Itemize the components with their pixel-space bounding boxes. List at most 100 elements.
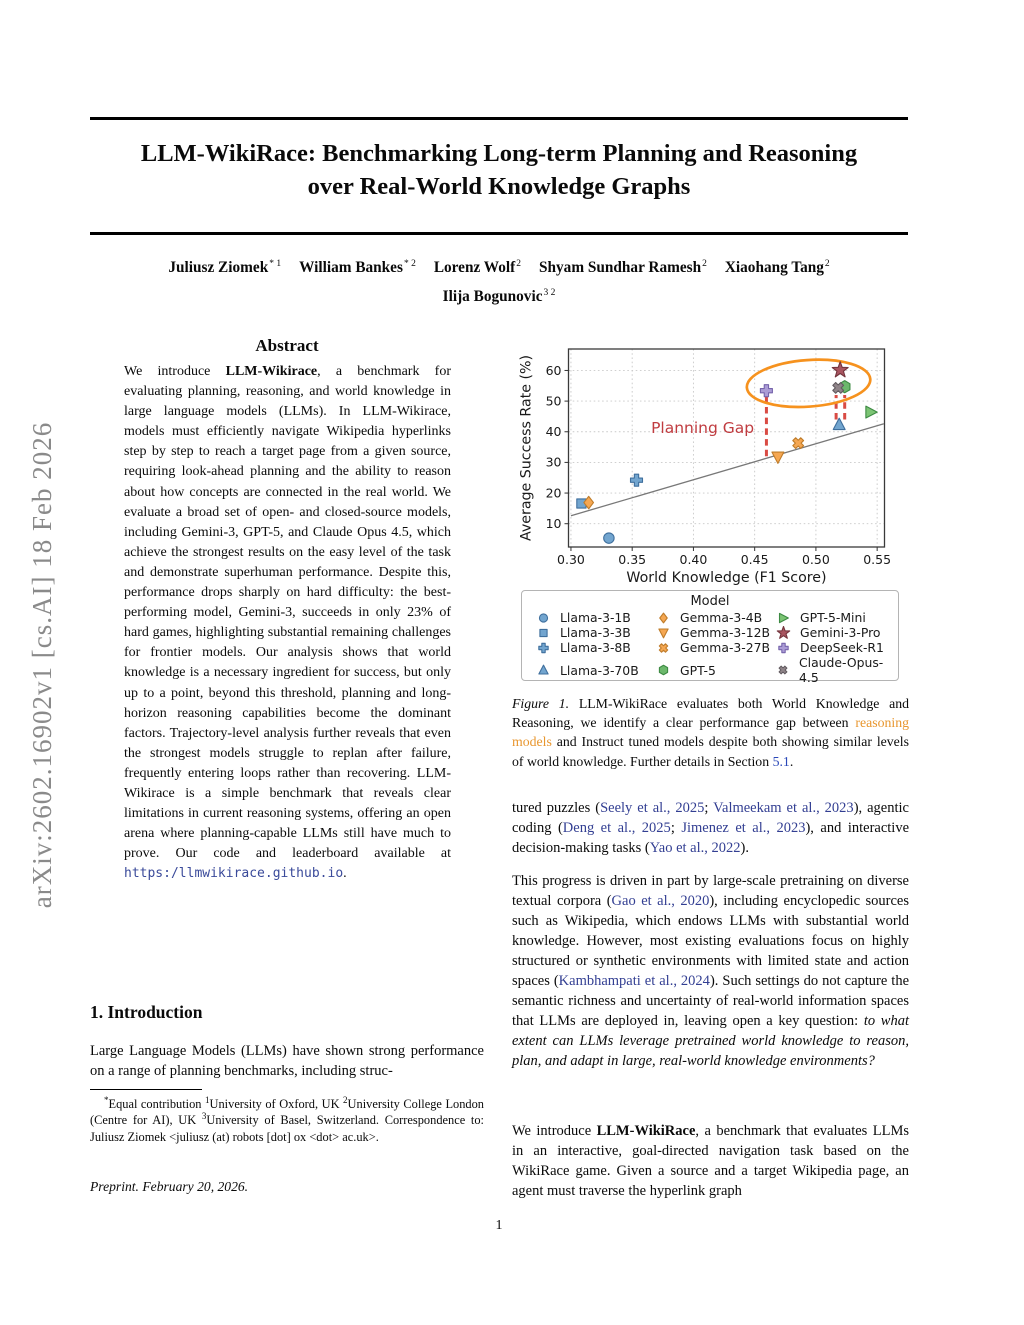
text-segment: ). [740, 840, 749, 856]
y-tick-label: 10 [546, 516, 562, 531]
legend-item-gemma-3-4b: Gemma-3-4B [656, 610, 776, 625]
text-segment: We introduce [124, 364, 226, 379]
x-filled-marker-icon [778, 665, 788, 675]
legend-label: Gemma-3-12B [680, 625, 771, 640]
arxiv-watermark: arXiv:2602.16902v1 [cs.AI] 18 Feb 2026 [27, 421, 57, 909]
text-segment: . [343, 866, 347, 882]
citation-link[interactable]: Yao et al., 2022 [649, 840, 741, 856]
body-paragraph-3: We introduce LLM-WikiRace, a benchmark t… [512, 1121, 909, 1201]
text-segment: tured puzzles ( [512, 800, 601, 816]
text-segment: Figure 1. [512, 696, 570, 711]
author-name: Lorenz Wolf2 [433, 259, 522, 277]
legend-label: Llama-3-70B [560, 662, 639, 678]
x-tick-label: 0.30 [557, 552, 585, 567]
legend-label: Llama-3-3B [560, 625, 631, 640]
triangle-up-marker-icon [538, 664, 549, 675]
legend-label: DeepSeek-R1 [800, 640, 884, 655]
legend-label: Gemma-3-27B [680, 640, 771, 655]
x-tick-label: 0.35 [618, 552, 646, 567]
point-llama-3-70b [832, 417, 846, 431]
legend-item-llama-3-70b: Llama-3-70B [536, 655, 656, 685]
point-gpt-5-mini [865, 405, 878, 419]
paper-title-line1: LLM-WikiRace: Benchmarking Long-term Pla… [140, 140, 858, 167]
x-tick-label: 0.50 [802, 552, 830, 567]
text-segment: , a benchmark that evaluates LLMs in an … [512, 1123, 909, 1199]
body-paragraph-2: This progress is driven in part by large… [512, 871, 909, 1071]
text-segment: LLM-Wikirace [225, 364, 318, 379]
legend-label: Claude-Opus-4.5 [799, 655, 884, 685]
text-segment: ), and interactive decision-making tasks… [512, 820, 910, 856]
citation-link[interactable]: Seely et al., 2025 [600, 800, 705, 816]
text-segment: ), agentic coding ( [512, 800, 909, 836]
y-tick-label: 40 [546, 424, 562, 439]
point-gemma-3-12b [771, 451, 785, 464]
right-column: 0.30 0.35 0.40 0.45 0.50 0.55 10 20 30 40 50 60 Worl… [512, 0, 909, 1325]
text-segment: , a benchmark for evaluating planning, r… [124, 364, 451, 862]
author-list-line2: Ilija Bogunovic3 2 [90, 288, 908, 306]
paper-title: LLM-WikiRace: Benchmarking Long-term Pla… [90, 138, 908, 203]
citation-link[interactable]: Valmeekam et al., 2023 [713, 800, 854, 816]
legend-title: Model [690, 594, 730, 609]
point-deepseek-r1 [759, 384, 773, 398]
author-name: William Bankes* 2 [299, 259, 416, 277]
left-column: Abstract We introduce LLM-Wikirace, a be… [90, 0, 484, 1325]
header-rule-top [90, 117, 908, 120]
text-segment: University of Basel, Switzerland. Corres… [90, 1113, 484, 1144]
page-number: 1 [495, 1218, 503, 1233]
legend-label: GPT-5 [680, 662, 716, 678]
citation-link[interactable]: Jimenez et al., 2023 [681, 820, 806, 836]
legend-grid: Llama-3-1B Llama-3-3B Llama-3-8B Llama-3-70… [522, 609, 898, 685]
text-segment: This progress is driven in part by large… [512, 873, 909, 909]
project-url-link[interactable]: https:/llmwikirace.github.io [124, 866, 344, 882]
text-segment: Large Language Models (LLMs) have shown … [90, 1043, 484, 1079]
hexagon-marker-icon [658, 664, 669, 676]
text-segment: ; [670, 820, 682, 836]
footnote-text: *Equal contribution 1University of Oxfor… [90, 1095, 484, 1145]
legend-label: Gemini-3-Pro [800, 625, 881, 640]
text-segment: and Instruct tuned models despite both s… [512, 734, 909, 769]
author-name: Juliusz Ziomek* 1 [168, 259, 282, 277]
text-segment: LLM-WikiRace [596, 1123, 696, 1139]
citation-link[interactable]: Deng et al., 2025 [562, 820, 671, 836]
y-tick-label: 20 [546, 485, 562, 500]
point-gemma-3-27b [792, 437, 805, 450]
text-segment: ; [704, 800, 714, 816]
legend-item-claude-opus-4.5: Claude-Opus-4.5 [776, 655, 896, 685]
x-tick-label: 0.40 [680, 552, 708, 567]
triangle-down-marker-icon [658, 627, 669, 638]
legend-item-llama-3-1b: Llama-3-1B [536, 610, 656, 625]
text-segment: University College London (Centre for AI… [90, 1097, 484, 1128]
point-llama-3-8b [629, 473, 644, 487]
point-gemma-3-4b [583, 495, 595, 510]
preprint-note: Preprint. February 20, 2026. [90, 1179, 249, 1194]
body-paragraph-1: tured puzzles (Seely et al., 2025; Valme… [512, 798, 909, 858]
citation-link[interactable]: Kambhampati et al., 2024 [558, 973, 710, 989]
abstract-text: We introduce LLM-Wikirace, a benchmark f… [124, 362, 451, 884]
legend-label: Llama-3-8B [560, 640, 631, 655]
author-name: Xiaohang Tang2 [724, 259, 830, 277]
square-marker-icon [539, 628, 548, 637]
footnote-rule [90, 1089, 202, 1090]
legend-item-gpt-5: GPT-5 [656, 655, 776, 685]
point-llama-3-1b [603, 532, 615, 544]
figure-caption: Figure 1. LLM-WikiRace evaluates both Wo… [512, 694, 909, 771]
text-segment: Equal contribution [108, 1097, 206, 1111]
legend-item-llama-3-8b: Llama-3-8B [536, 640, 656, 655]
x-filled-marker-icon [658, 642, 669, 653]
citation-link[interactable]: Gao et al., 2020 [611, 893, 710, 909]
section-link[interactable]: 5.1 [772, 753, 790, 769]
y-axis-label: Average Success Rate (%) [519, 355, 535, 541]
star-marker-icon [776, 625, 791, 639]
legend-label: Llama-3-1B [560, 610, 631, 625]
header-rule-bottom [90, 232, 908, 235]
text-segment: . [789, 753, 794, 769]
legend-item-llama-3-3b: Llama-3-3B [536, 625, 656, 640]
point-claude-opus-4.5 [832, 381, 845, 394]
x-tick-label: 0.45 [741, 552, 769, 567]
text-segment: to what extent can LLMs leverage pretrai… [512, 1013, 909, 1069]
plot-frame [567, 348, 886, 548]
text-segment: reasoning models [512, 715, 909, 750]
trend-line [570, 423, 885, 517]
reasoning-models-ellipse [745, 358, 872, 409]
